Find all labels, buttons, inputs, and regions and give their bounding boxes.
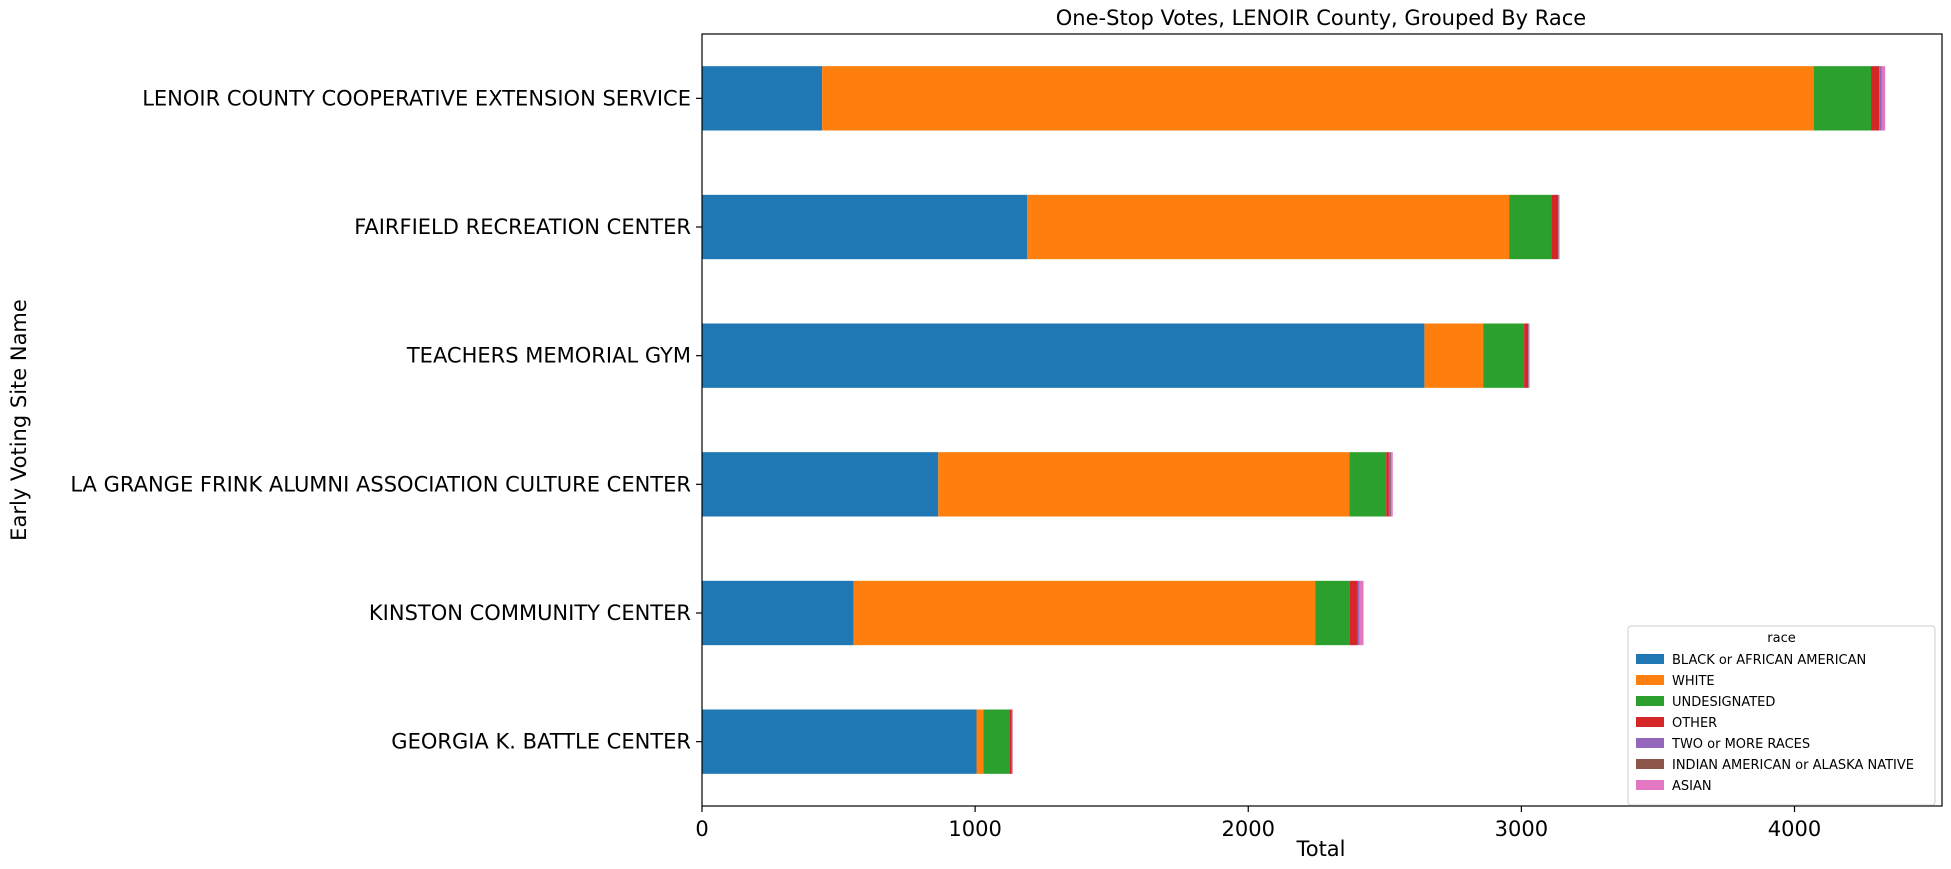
legend-label: TWO or MORE RACES bbox=[1671, 737, 1810, 752]
legend-label: INDIAN AMERICAN or ALASKA NATIVE bbox=[1672, 758, 1914, 773]
bar-segment bbox=[1359, 580, 1364, 646]
bar-segment bbox=[1009, 709, 1012, 774]
x-axis-ticks: 0 1000 2000 3000 4000 bbox=[695, 806, 1821, 841]
bar-segment bbox=[1483, 323, 1525, 388]
bar-segment bbox=[1528, 323, 1529, 388]
bar-segment bbox=[1349, 580, 1358, 646]
legend-swatch bbox=[1636, 738, 1664, 748]
x-tick-label: 1000 bbox=[948, 817, 1001, 841]
bar-segment bbox=[1881, 66, 1886, 131]
y-tick-label: FAIRFIELD RECREATION CENTER bbox=[354, 215, 691, 239]
bar-segment bbox=[1529, 323, 1530, 388]
y-axis-ticks: LENOIR COUNTY COOPERATIVE EXTENSION SERV… bbox=[70, 86, 702, 754]
bar-segment bbox=[1386, 452, 1389, 517]
legend-swatch bbox=[1636, 780, 1664, 790]
bar-segment bbox=[1315, 580, 1350, 646]
bar-segment bbox=[1524, 323, 1529, 388]
bar-segment bbox=[853, 580, 1316, 646]
bar-segment bbox=[1027, 194, 1510, 260]
legend-label: WHITE bbox=[1672, 674, 1715, 689]
y-tick-label: LA GRANGE FRINK ALUMNI ASSOCIATION CULTU… bbox=[70, 472, 691, 496]
bar-segment bbox=[1813, 66, 1871, 131]
bar-segment bbox=[1357, 580, 1360, 646]
bar-segment bbox=[822, 66, 1814, 131]
bar-segment bbox=[1359, 580, 1360, 646]
bar-segment bbox=[1012, 709, 1013, 774]
legend-label: ASIAN bbox=[1672, 779, 1712, 794]
bar-segment bbox=[1870, 66, 1880, 131]
legend-label: UNDESIGNATED bbox=[1672, 695, 1775, 710]
bar-segment bbox=[1559, 194, 1560, 260]
bar-segment bbox=[702, 452, 939, 517]
chart-title: One-Stop Votes, LENOIR County, Grouped B… bbox=[1056, 6, 1586, 30]
y-tick-label: KINSTON COMMUNITY CENTER bbox=[369, 601, 691, 625]
legend: race BLACK or AFRICAN AMERICAN WHITE UNDESI… bbox=[1627, 625, 1936, 806]
legend-swatch bbox=[1636, 654, 1664, 664]
bar-segment bbox=[1881, 66, 1882, 131]
bar-segment bbox=[702, 709, 977, 774]
legend-label: BLACK or AFRICAN AMERICAN bbox=[1672, 653, 1866, 668]
bar-segment bbox=[702, 580, 854, 646]
bar-segment bbox=[938, 452, 1350, 517]
y-tick-label: TEACHERS MEMORIAL GYM bbox=[406, 344, 691, 368]
x-tick-label: 0 bbox=[695, 817, 708, 841]
legend-swatch bbox=[1636, 675, 1664, 685]
legend-swatch bbox=[1636, 759, 1664, 769]
bar-segment bbox=[1388, 452, 1391, 517]
bar-segment bbox=[1509, 194, 1552, 260]
bar-segment bbox=[1391, 452, 1393, 517]
bar-segment bbox=[702, 66, 823, 131]
bar-segment bbox=[702, 323, 1425, 388]
bar-segment bbox=[1349, 452, 1387, 517]
y-tick-label: LENOIR COUNTY COOPERATIVE EXTENSION SERV… bbox=[142, 86, 691, 110]
x-axis-label: Total bbox=[1295, 837, 1345, 861]
legend-swatch bbox=[1636, 696, 1664, 706]
legend-title: race bbox=[1767, 631, 1795, 646]
bar-segment bbox=[1011, 709, 1012, 774]
bars-group bbox=[702, 66, 1886, 774]
plot-frame bbox=[701, 33, 1943, 807]
x-tick-label: 3000 bbox=[1495, 817, 1548, 841]
x-tick-label: 4000 bbox=[1768, 817, 1821, 841]
bar-segment bbox=[983, 709, 1010, 774]
bar-segment bbox=[1558, 194, 1559, 260]
y-axis-label: Early Voting Site Name bbox=[7, 299, 31, 541]
legend-label: OTHER bbox=[1672, 716, 1717, 731]
bar-segment bbox=[1390, 452, 1392, 517]
legend-box bbox=[1627, 625, 1936, 806]
bar-segment bbox=[1879, 66, 1882, 131]
bar-segment bbox=[976, 709, 984, 774]
bar-segment bbox=[1551, 194, 1559, 260]
y-tick-label: GEORGIA K. BATTLE CENTER bbox=[391, 730, 691, 754]
legend-swatch bbox=[1636, 717, 1664, 727]
bar-segment bbox=[702, 194, 1028, 260]
x-tick-label: 2000 bbox=[1222, 817, 1275, 841]
bar-segment bbox=[1424, 323, 1484, 388]
